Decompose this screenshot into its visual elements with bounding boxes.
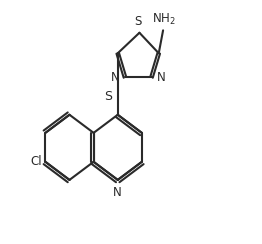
Text: Cl: Cl [30,155,42,168]
Text: S: S [105,90,112,103]
Text: S: S [135,15,142,28]
Text: NH$_2$: NH$_2$ [152,12,176,27]
Text: N: N [113,186,122,199]
Text: N: N [157,71,166,84]
Text: N: N [111,71,120,84]
